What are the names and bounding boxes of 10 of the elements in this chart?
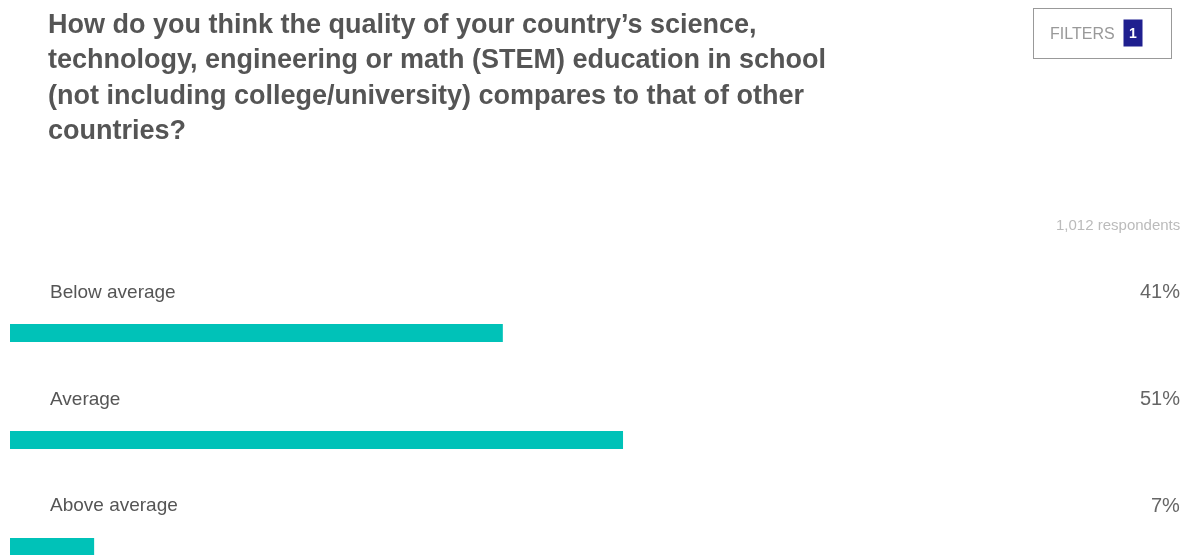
data-label: 7% (1151, 494, 1181, 516)
y-tick-label: Below average (50, 281, 176, 302)
data-label: 51% (1140, 387, 1181, 409)
text: 1,012 respondents (1056, 216, 1181, 233)
text: 1 (1129, 25, 1137, 41)
y-tick-label: Average (50, 388, 121, 409)
text: FILTERS (1050, 25, 1115, 42)
data-label: 41% (1140, 280, 1181, 302)
chart-title: How do you think the quality of your country’s science, technology, engineering or math (STEM) education in school (not including college/university) compares to that of other countries? (48, 9, 827, 145)
y-tick-label: Above average (50, 494, 178, 515)
